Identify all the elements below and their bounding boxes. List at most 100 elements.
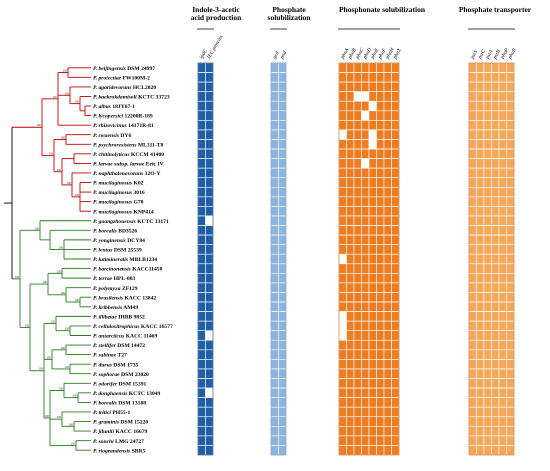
cell-iaa-35-0 (197, 397, 206, 408)
bootstrap-value: 100 (59, 245, 64, 249)
cell-phn-5-2 (353, 110, 362, 121)
cell-pst-5-1 (476, 110, 485, 121)
taxon-species: P. tritici (93, 410, 111, 416)
cell-iaa-13-0 (197, 186, 206, 198)
taxon-species: P. mucilaginosus (93, 209, 132, 215)
cell-iaa-39-1 (205, 435, 214, 446)
gene-label-phnh: phnH (384, 47, 396, 61)
cell-pst-26-0 (468, 311, 477, 322)
cell-psol-24-0 (270, 292, 279, 303)
cell-psol-24-1 (278, 292, 287, 303)
cell-phn-16-7 (391, 215, 400, 226)
cell-pst-15-4 (498, 206, 507, 217)
cell-pst-18-0 (468, 234, 477, 245)
cell-pst-13-1 (476, 186, 485, 198)
cell-pst-0-2 (483, 62, 492, 73)
cell-phn-24-3 (361, 292, 370, 303)
cell-phn-9-7 (391, 148, 400, 159)
cell-phn-22-0 (338, 273, 347, 284)
cell-pst-1-5 (506, 72, 515, 83)
taxon-strain: SBR5 (130, 448, 145, 454)
taxon-species: P. baekrokdamisoli (93, 95, 137, 101)
cell-phn-17-4 (368, 225, 377, 236)
cell-iaa-29-1 (205, 339, 214, 351)
cell-pst-19-4 (498, 244, 507, 255)
taxon-label: P. agaridevorans HCL2020 (93, 85, 156, 91)
cell-phn-32-0 (338, 368, 347, 379)
cell-phn-4-3 (361, 100, 370, 112)
cell-phn-1-4 (368, 72, 377, 83)
gene-label-pstb: pstB (492, 48, 503, 61)
taxon-species: P. albus (93, 104, 111, 110)
taxon-strain: HPL-003 (112, 276, 135, 282)
cell-phn-36-0 (338, 406, 347, 418)
cell-phn-22-6 (383, 273, 392, 284)
cell-phn-19-1 (346, 244, 355, 255)
cell-phn-35-6 (383, 397, 392, 408)
cell-pst-17-5 (506, 225, 515, 236)
cell-phn-4-6 (383, 100, 392, 112)
taxon-species: P. barcinonensis (93, 267, 131, 273)
cell-pst-19-5 (506, 244, 515, 255)
cell-psol-4-0 (270, 100, 279, 112)
cell-phn-31-5 (376, 359, 385, 370)
cell-pst-27-2 (483, 320, 492, 332)
cell-iaa-22-1 (205, 273, 214, 284)
cell-pst-6-5 (506, 120, 515, 131)
cell-psol-20-1 (278, 253, 287, 265)
cell-phn-11-3 (361, 167, 370, 179)
cell-phn-30-0 (338, 349, 347, 360)
cell-phn-10-7 (391, 158, 400, 169)
cell-iaa-40-1 (205, 445, 214, 456)
cell-iaa-8-1 (205, 139, 214, 150)
cell-iaa-34-0 (197, 387, 206, 398)
cell-phn-15-4 (368, 206, 377, 217)
cell-psol-6-0 (270, 120, 279, 131)
taxon-species: P. durus (93, 362, 112, 368)
cell-phn-17-7 (391, 225, 400, 236)
cell-pst-4-0 (468, 100, 477, 112)
cell-pst-39-4 (498, 435, 507, 446)
taxon-labels: P. beijingensis DSM 24997 P. protectiae F… (93, 66, 173, 454)
cell-pst-15-1 (476, 206, 485, 217)
cell-psol-16-1 (278, 215, 287, 226)
cell-phn-16-6 (383, 215, 392, 226)
cell-pst-21-3 (491, 263, 500, 274)
taxon-species: P. protectiae (93, 75, 122, 81)
cell-psol-15-1 (278, 206, 287, 217)
taxon-strain: HCL2020 (131, 85, 156, 91)
cell-phn-14-2 (353, 196, 362, 207)
cell-phn-19-7 (391, 244, 400, 255)
cell-pst-23-3 (491, 282, 500, 293)
cell-phn-24-7 (391, 292, 400, 303)
cell-phn-11-7 (391, 167, 400, 179)
cell-pst-32-3 (491, 368, 500, 379)
taxon-label: P. baekrokdamisoli KCTC 33723 (93, 95, 170, 101)
cell-pst-21-1 (476, 263, 485, 274)
cell-psol-29-1 (278, 339, 287, 351)
cell-iaa-0-1 (205, 62, 214, 73)
cell-phn-34-6 (383, 387, 392, 398)
cell-phn-12-5 (376, 177, 385, 188)
taxon-strain: 12200R-189 (123, 114, 153, 120)
cell-phn-34-7 (391, 387, 400, 398)
cell-phn-1-6 (383, 72, 392, 83)
cell-phn-37-2 (353, 416, 362, 427)
cell-pst-24-0 (468, 292, 477, 303)
cell-pst-32-5 (506, 368, 515, 379)
cell-phn-8-3 (361, 139, 370, 150)
cell-phn-40-1 (346, 445, 355, 456)
cell-phn-10-2 (353, 158, 362, 169)
cell-psol-23-1 (278, 282, 287, 293)
cell-pst-34-4 (498, 387, 507, 398)
cell-iaa-27-0 (197, 320, 206, 332)
cell-phn-9-6 (383, 148, 392, 159)
cell-phn-15-1 (346, 206, 355, 217)
cell-phn-3-4 (368, 91, 377, 102)
cell-phn-40-4 (368, 445, 377, 456)
cell-pst-17-4 (498, 225, 507, 236)
cell-phn-27-4 (368, 320, 377, 332)
cell-psol-16-0 (270, 215, 279, 226)
